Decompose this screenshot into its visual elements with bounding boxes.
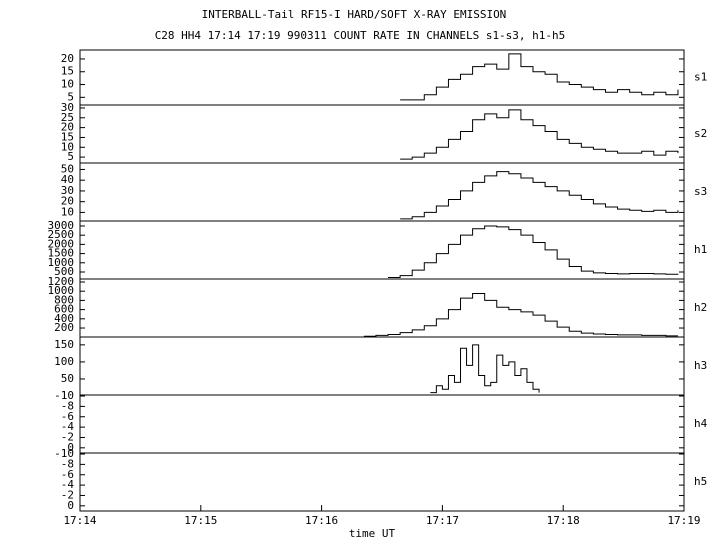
y-tick-label: -4 (61, 420, 75, 433)
y-tick-label: 30 (61, 101, 74, 114)
y-tick-label: 20 (61, 52, 74, 65)
y-tick-label: 25 (61, 111, 74, 124)
panel-frame (79, 278, 685, 338)
y-tick-label: 200 (54, 321, 74, 334)
y-tick-label: 3000 (48, 219, 75, 232)
y-tick-label: 400 (54, 312, 74, 325)
panel-label: h5 (694, 475, 707, 488)
data-line (400, 53, 679, 101)
x-tick-label: 17:17 (426, 514, 459, 527)
y-tick-label: 15 (61, 65, 74, 78)
x-tick-label: 17:16 (305, 514, 338, 527)
data-line (400, 109, 679, 160)
x-tick-label: 17:14 (63, 514, 96, 527)
y-tick-label: -2 (61, 430, 74, 443)
y-tick-label: 500 (54, 265, 74, 278)
data-line (400, 171, 679, 220)
data-line (388, 225, 679, 279)
y-tick-label: 1500 (48, 247, 75, 260)
y-tick-label: 10 (61, 140, 74, 153)
y-tick-label: 30 (61, 184, 74, 197)
y-tick-label: 150 (54, 338, 74, 351)
panel-label: h1 (694, 243, 707, 256)
x-tick-label: 17:18 (547, 514, 580, 527)
panel-frame (79, 49, 685, 106)
chart-subtitle: C28 HH4 17:14 17:19 990311 COUNT RATE IN… (155, 29, 566, 42)
panel-label: h2 (694, 301, 707, 314)
panel-frame (79, 104, 685, 164)
y-tick-label: 20 (61, 121, 74, 134)
chart-title: INTERBALL-Tail RF15-I HARD/SOFT X-RAY EM… (202, 8, 507, 21)
y-tick-label: 2000 (48, 237, 75, 250)
panel-frame (79, 336, 685, 396)
y-tick-label: -8 (61, 399, 74, 412)
y-tick-label: 1000 (48, 256, 75, 269)
y-tick-label: -2 (61, 488, 74, 501)
y-tick-label: -8 (61, 457, 74, 470)
x-tick-label: 17:19 (667, 514, 700, 527)
panel-frame (79, 452, 685, 512)
panel-label: h4 (694, 417, 708, 430)
y-tick-label: 0 (67, 441, 74, 454)
y-tick-label: 40 (61, 173, 74, 186)
x-tick-label: 17:15 (184, 514, 217, 527)
y-tick-label: 50 (61, 372, 74, 385)
y-tick-label: 600 (54, 303, 74, 316)
y-tick-label: 2500 (48, 228, 75, 241)
y-tick-label: -10 (54, 389, 74, 402)
panel-frame (79, 220, 685, 280)
y-tick-label: 5 (67, 90, 74, 103)
panel-label: s2 (694, 127, 707, 140)
panel-label: s3 (694, 185, 707, 198)
y-tick-label: 100 (54, 355, 74, 368)
y-tick-label: 15 (61, 130, 74, 143)
y-tick-label: -6 (61, 410, 74, 423)
y-tick-label: 5 (67, 150, 74, 163)
x-axis-label: time UT (349, 527, 396, 540)
y-tick-label: 1000 (48, 284, 75, 297)
panel-label: h3 (694, 359, 707, 372)
y-tick-label: -10 (54, 447, 74, 460)
y-tick-label: 10 (61, 205, 74, 218)
y-tick-label: 0 (67, 499, 74, 512)
y-tick-label: 10 (61, 78, 74, 91)
y-tick-label: 1200 (48, 275, 75, 288)
panel-frame (79, 162, 685, 222)
panel-frame (79, 394, 685, 454)
y-tick-label: -4 (61, 478, 75, 491)
data-line (430, 344, 540, 394)
y-tick-label: -6 (61, 468, 74, 481)
panel-label: s1 (694, 71, 707, 84)
y-tick-label: 50 (61, 162, 74, 175)
y-tick-label: 800 (54, 293, 74, 306)
data-line (363, 293, 678, 337)
y-tick-label: 20 (61, 195, 74, 208)
